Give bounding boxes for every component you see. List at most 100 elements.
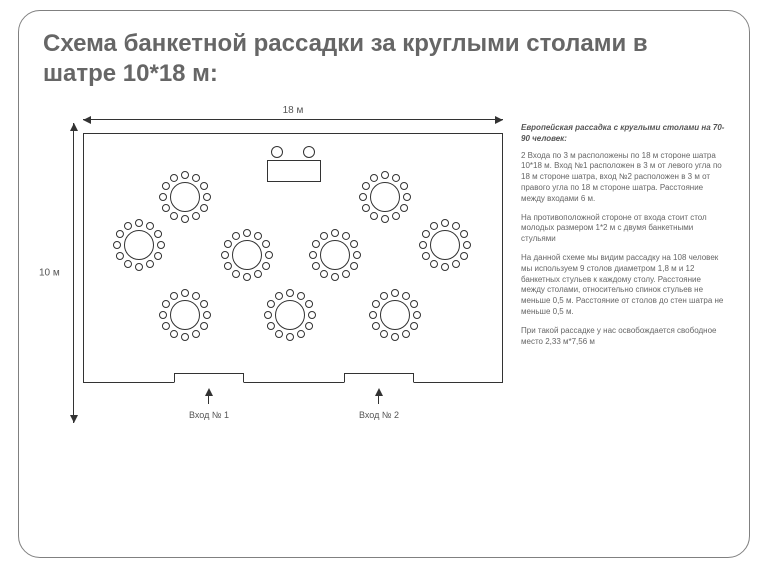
chair xyxy=(372,322,380,330)
chair xyxy=(200,182,208,190)
chair xyxy=(159,311,167,319)
chair xyxy=(305,300,313,308)
table-core xyxy=(170,300,200,330)
chair xyxy=(162,182,170,190)
chair xyxy=(170,212,178,220)
round-table xyxy=(218,226,274,282)
description-paragraph: При такой рассадке у нас освобождается с… xyxy=(521,326,725,348)
chair xyxy=(380,330,388,338)
chair xyxy=(264,311,272,319)
seating-diagram: 18 м 10 м Вход № 1Вход № 2 xyxy=(83,123,503,423)
chair xyxy=(305,322,313,330)
chair xyxy=(135,263,143,271)
table-core xyxy=(370,182,400,212)
chair xyxy=(181,171,189,179)
chair xyxy=(350,240,358,248)
chair xyxy=(400,182,408,190)
page: Схема банкетной рассадки за круглыми сто… xyxy=(0,0,768,576)
round-table xyxy=(306,226,362,282)
chair xyxy=(286,333,294,341)
chair xyxy=(124,260,132,268)
chair xyxy=(350,262,358,270)
round-table xyxy=(356,168,412,224)
chair xyxy=(113,241,121,249)
chair xyxy=(181,215,189,223)
chair xyxy=(297,292,305,300)
chair xyxy=(460,252,468,260)
round-table xyxy=(110,216,166,272)
chair xyxy=(380,292,388,300)
chair xyxy=(146,260,154,268)
chair xyxy=(381,215,389,223)
arrowhead-down-icon xyxy=(70,415,78,423)
description-body: 2 Входа по 3 м расположены по 18 м сторо… xyxy=(521,151,725,348)
chair xyxy=(342,232,350,240)
chair xyxy=(422,252,430,260)
chair xyxy=(275,292,283,300)
chair xyxy=(342,270,350,278)
chair xyxy=(400,204,408,212)
chair xyxy=(430,260,438,268)
chair xyxy=(372,300,380,308)
chair xyxy=(232,232,240,240)
chair xyxy=(170,330,178,338)
chair xyxy=(320,270,328,278)
chair xyxy=(203,193,211,201)
round-table xyxy=(416,216,472,272)
chair xyxy=(331,273,339,281)
chair xyxy=(308,311,316,319)
head-table xyxy=(267,160,321,182)
chair xyxy=(362,182,370,190)
table-core xyxy=(380,300,410,330)
chair xyxy=(413,311,421,319)
chair xyxy=(192,330,200,338)
chair xyxy=(135,219,143,227)
chair xyxy=(154,230,162,238)
table-core xyxy=(320,240,350,270)
chair xyxy=(430,222,438,230)
chair xyxy=(192,174,200,182)
chair xyxy=(312,240,320,248)
chair xyxy=(410,300,418,308)
chair xyxy=(243,229,251,237)
entrance xyxy=(344,373,414,383)
chair xyxy=(460,230,468,238)
chair xyxy=(353,251,361,259)
chair xyxy=(181,289,189,297)
chair xyxy=(221,251,229,259)
chair xyxy=(402,330,410,338)
head-chair xyxy=(303,146,315,158)
description-paragraph: На противоположной стороне от входа стои… xyxy=(521,213,725,245)
height-arrow xyxy=(71,123,73,423)
slide-frame: Схема банкетной рассадки за круглыми сто… xyxy=(18,10,750,558)
entrance-arrow-stem xyxy=(378,396,379,404)
round-table xyxy=(366,286,422,342)
chair xyxy=(391,333,399,341)
chair xyxy=(262,262,270,270)
description-panel: Европейская рассадка с круглыми столами … xyxy=(521,123,725,355)
chair xyxy=(254,232,262,240)
chair xyxy=(362,204,370,212)
chair xyxy=(200,204,208,212)
round-table xyxy=(261,286,317,342)
content-area: 18 м 10 м Вход № 1Вход № 2 Европейская xyxy=(43,101,725,531)
chair xyxy=(243,273,251,281)
entrance-label: Вход № 2 xyxy=(339,410,419,420)
chair xyxy=(410,322,418,330)
chair xyxy=(370,174,378,182)
chair xyxy=(116,230,124,238)
arrowhead-left-icon xyxy=(83,116,91,124)
chair xyxy=(419,241,427,249)
chair xyxy=(441,263,449,271)
chair xyxy=(422,230,430,238)
entrance xyxy=(174,373,244,383)
chair xyxy=(297,330,305,338)
chair xyxy=(452,260,460,268)
description-paragraph: 2 Входа по 3 м расположены по 18 м сторо… xyxy=(521,151,725,205)
head-chair xyxy=(271,146,283,158)
chair xyxy=(265,251,273,259)
chair xyxy=(162,300,170,308)
chair xyxy=(157,241,165,249)
width-arrow xyxy=(83,117,503,119)
width-label: 18 м xyxy=(83,105,503,116)
